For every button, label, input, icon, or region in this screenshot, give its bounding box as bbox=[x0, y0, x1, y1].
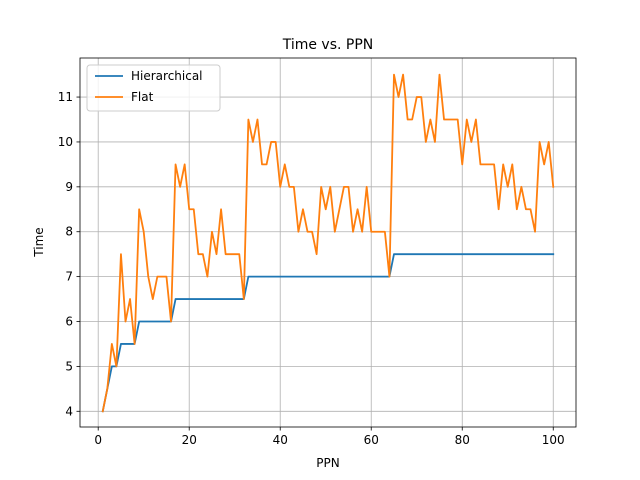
series-line-hierarchical bbox=[101, 253, 555, 413]
legend-label-hierarchical: Hierarchical bbox=[131, 69, 203, 83]
ticks: 0 20 40 60 80 100 4 5 6 7 8 9 10 11 bbox=[58, 90, 565, 447]
y-tick-label: 11 bbox=[58, 90, 73, 104]
chart-title: Time vs. PPN bbox=[282, 37, 374, 53]
y-tick-label: 10 bbox=[58, 135, 73, 149]
x-tick-label: 100 bbox=[542, 433, 565, 447]
series-line-flat bbox=[101, 73, 555, 413]
y-tick-label: 4 bbox=[65, 404, 73, 418]
y-tick-label: 8 bbox=[65, 225, 73, 239]
plot-frame bbox=[79, 57, 577, 428]
x-tick-label: 40 bbox=[273, 433, 288, 447]
legend-label-flat: Flat bbox=[131, 90, 154, 104]
y-axis-label: Time bbox=[32, 227, 46, 257]
x-axis-label: PPN bbox=[316, 456, 339, 470]
x-tick-label: 20 bbox=[182, 433, 197, 447]
y-tick-label: 5 bbox=[65, 359, 73, 373]
x-tick-label: 60 bbox=[364, 433, 379, 447]
series-layer bbox=[101, 73, 555, 413]
legend: Hierarchical Flat bbox=[86, 64, 221, 112]
x-tick-label: 0 bbox=[94, 433, 102, 447]
y-tick-label: 9 bbox=[65, 180, 73, 194]
y-tick-label: 6 bbox=[65, 315, 73, 329]
y-tick-label: 7 bbox=[65, 270, 73, 284]
x-tick-label: 80 bbox=[455, 433, 470, 447]
